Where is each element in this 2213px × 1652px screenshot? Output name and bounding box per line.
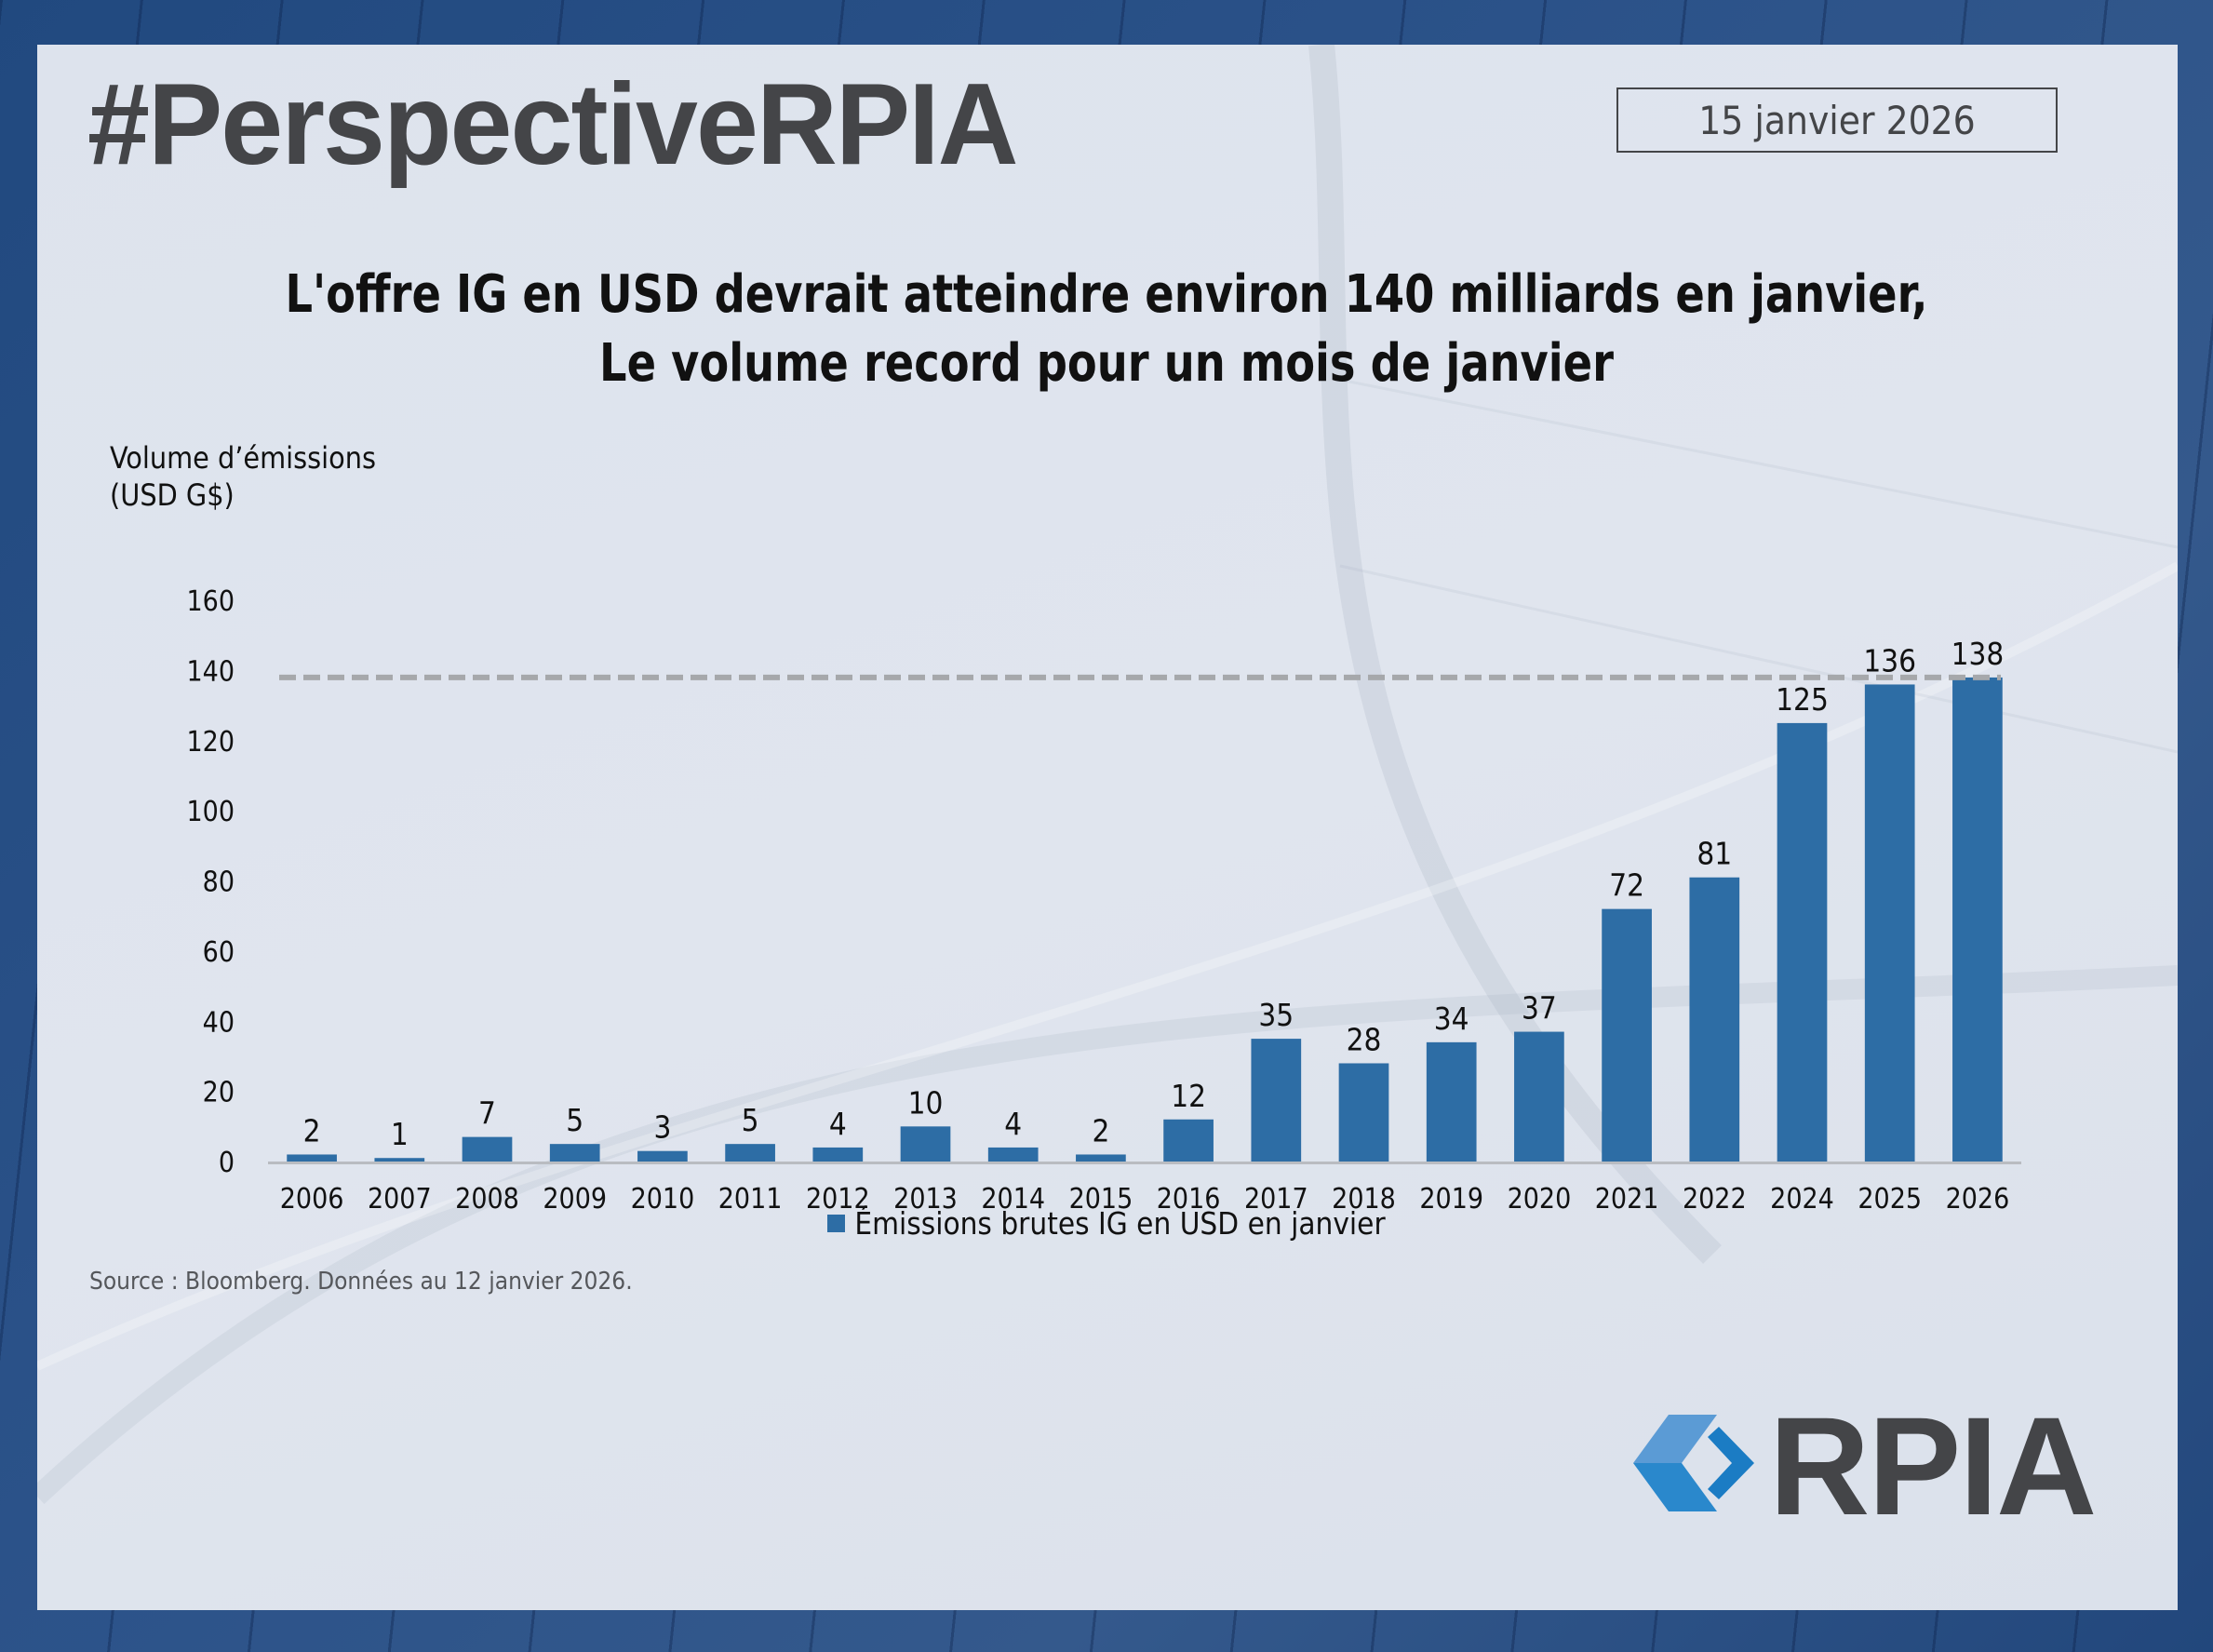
y-tick-label: 100 <box>186 796 235 828</box>
data-label-2016: 12 <box>1171 1078 1206 1114</box>
x-tick-label-2014: 2014 <box>981 1183 1045 1215</box>
data-label-2022: 81 <box>1697 836 1732 872</box>
bar-2012 <box>812 1147 864 1162</box>
x-tick-label-2020: 2020 <box>1508 1183 1572 1215</box>
x-tick-label-2018: 2018 <box>1332 1183 1396 1215</box>
y-axis-title: Volume d’émissions (USD G$) <box>110 439 376 514</box>
bar-2016 <box>1163 1119 1214 1162</box>
y-tick-label: 20 <box>203 1077 235 1109</box>
chart-headline: L'offre IG en USD devrait atteindre envi… <box>0 261 2213 398</box>
rpia-logo-icon <box>1633 1415 1754 1511</box>
y-axis-title-line-1: Volume d’émissions <box>110 440 377 476</box>
bar-2009 <box>549 1144 600 1162</box>
date-badge: 15 janvier 2026 <box>1616 87 2058 153</box>
data-label-2013: 10 <box>908 1084 944 1121</box>
data-label-2012: 4 <box>829 1106 847 1142</box>
x-tick-label-2024: 2024 <box>1770 1183 1834 1215</box>
bar-2008 <box>462 1136 513 1162</box>
x-tick-label-2021: 2021 <box>1595 1183 1659 1215</box>
x-tick-label-2010: 2010 <box>631 1183 695 1215</box>
y-tick-label: 120 <box>186 726 235 759</box>
bar-2006 <box>287 1154 337 1162</box>
y-tick-label: 160 <box>186 585 235 618</box>
bar-2022 <box>1689 877 1740 1162</box>
bar-2026 <box>1952 677 2003 1162</box>
bar-2024 <box>1777 722 1828 1162</box>
data-label-2020: 37 <box>1522 990 1557 1027</box>
headline-line-2: Le volume record pour un mois de janvier <box>599 333 1614 394</box>
data-label-2017: 35 <box>1258 997 1294 1033</box>
data-label-2009: 5 <box>566 1102 583 1138</box>
x-tick-label-2006: 2006 <box>280 1183 344 1215</box>
data-label-2011: 5 <box>742 1102 759 1138</box>
bar-2018 <box>1338 1063 1389 1162</box>
bar-2019 <box>1426 1041 1477 1162</box>
data-label-2014: 4 <box>1004 1106 1022 1142</box>
bar-2017 <box>1251 1039 1302 1162</box>
data-label-2010: 3 <box>653 1109 671 1146</box>
y-axis-ticks: 0 20 40 60 80 100 120 140 160 <box>186 585 235 1179</box>
bar-2015 <box>1076 1154 1126 1162</box>
legend-swatch <box>827 1215 846 1232</box>
x-tick-label-2011: 2011 <box>718 1183 783 1215</box>
logo-text: RPIA <box>1769 1388 2097 1544</box>
x-tick-label-2009: 2009 <box>543 1183 607 1215</box>
data-label-2024: 125 <box>1776 681 1829 718</box>
x-tick-label-2026: 2026 <box>1946 1183 2010 1215</box>
y-tick-label: 40 <box>203 1006 235 1039</box>
x-tick-label-2015: 2015 <box>1069 1183 1133 1215</box>
rpia-logo: RPIA <box>1633 1388 2097 1544</box>
bar-2011 <box>725 1144 775 1162</box>
x-tick-label-2017: 2017 <box>1244 1183 1308 1215</box>
bars <box>287 677 2003 1162</box>
data-label-2019: 34 <box>1434 1001 1469 1037</box>
y-tick-label: 140 <box>186 655 235 688</box>
x-axis-ticks: 2006 2007 2008 2009 2010 2011 2012 2013 2014 2015… <box>280 1183 2009 1215</box>
data-label-2008: 7 <box>478 1095 496 1132</box>
date-text: 15 janvier 2026 <box>1698 97 1976 143</box>
x-tick-label-2016: 2016 <box>1157 1183 1221 1215</box>
x-tick-label-2007: 2007 <box>368 1183 432 1215</box>
bar-2007 <box>374 1158 425 1162</box>
data-label-2007: 1 <box>391 1116 409 1152</box>
y-tick-label: 0 <box>219 1147 235 1179</box>
data-label-2018: 28 <box>1347 1021 1382 1057</box>
bar-2013 <box>900 1126 951 1162</box>
y-tick-label: 80 <box>203 866 235 899</box>
bar-2010 <box>637 1150 688 1162</box>
x-tick-label-2022: 2022 <box>1683 1183 1747 1215</box>
data-label-2026: 138 <box>1951 636 2005 672</box>
x-tick-label-2019: 2019 <box>1419 1183 1483 1215</box>
legend: Émissions brutes IG en USD en janvier <box>0 1205 2213 1242</box>
data-label-2021: 72 <box>1609 867 1644 904</box>
x-tick-label-2008: 2008 <box>455 1183 519 1215</box>
bar-2014 <box>987 1147 1039 1162</box>
source-note: Source : Bloomberg. Données au 12 janvie… <box>89 1268 633 1296</box>
data-label-2025: 136 <box>1863 642 1916 678</box>
x-tick-label-2013: 2013 <box>893 1183 958 1215</box>
x-tick-label-2012: 2012 <box>806 1183 870 1215</box>
headline-line-1: L'offre IG en USD devrait atteindre envi… <box>285 264 1928 325</box>
y-tick-label: 60 <box>203 936 235 969</box>
bar-2020 <box>1514 1031 1564 1162</box>
data-label-2015: 2 <box>1092 1112 1109 1148</box>
y-axis-title-line-2: (USD G$) <box>110 477 235 513</box>
data-label-2006: 2 <box>303 1112 321 1148</box>
bar-2025 <box>1864 684 1915 1162</box>
x-tick-label-2025: 2025 <box>1858 1183 1922 1215</box>
hashtag-title: #PerspectiveRPIA <box>87 60 1019 189</box>
bar-2021 <box>1602 908 1652 1162</box>
legend-label: Émissions brutes IG en USD en janvier <box>854 1205 1386 1242</box>
